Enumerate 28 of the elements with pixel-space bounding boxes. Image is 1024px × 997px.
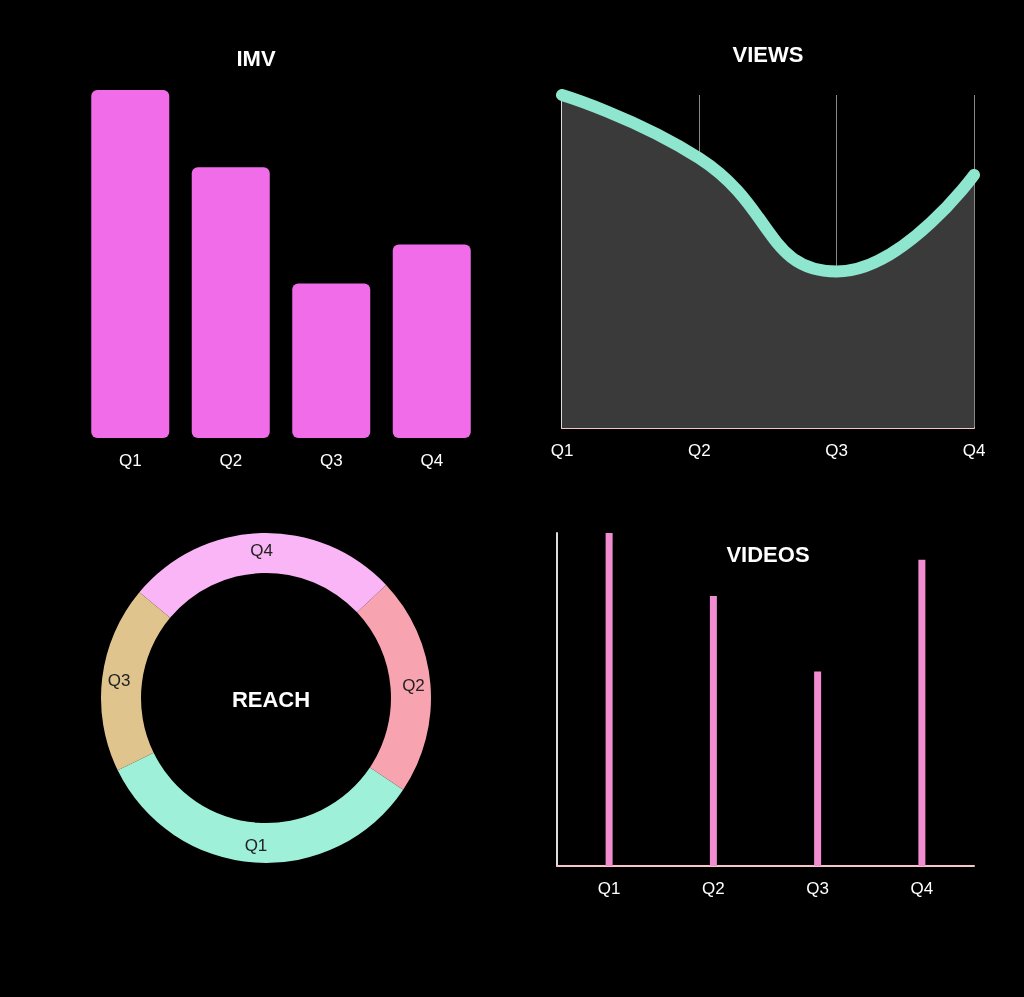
chart-title: VIDEOS bbox=[726, 541, 810, 567]
bar bbox=[918, 559, 926, 866]
slice-label: Q3 bbox=[107, 670, 131, 690]
bar bbox=[292, 283, 371, 438]
bar bbox=[709, 595, 717, 866]
bar bbox=[191, 167, 270, 438]
x-tick-label: Q2 bbox=[702, 879, 725, 898]
slice-label: Q2 bbox=[402, 676, 425, 696]
x-tick-label: Q2 bbox=[687, 441, 711, 460]
text: REACH bbox=[231, 686, 311, 712]
bar bbox=[605, 533, 613, 866]
x-tick-label: Q4 bbox=[962, 441, 986, 460]
x-tick-label: Q1 bbox=[597, 879, 621, 898]
x-tick-label: Q1 bbox=[550, 441, 574, 460]
bar bbox=[814, 671, 822, 866]
slice-label: Q1 bbox=[244, 836, 268, 856]
chart-title: VIEWS bbox=[732, 41, 804, 67]
chart-title: IMV bbox=[236, 45, 276, 71]
x-tick-label: Q1 bbox=[118, 451, 142, 470]
x-tick-label: Q2 bbox=[219, 451, 243, 470]
bar bbox=[392, 244, 471, 438]
x-tick-label: Q4 bbox=[910, 879, 934, 898]
x-tick-label: Q3 bbox=[806, 879, 829, 898]
slice-label: Q4 bbox=[250, 540, 273, 560]
x-tick-label: Q4 bbox=[420, 451, 444, 470]
bar bbox=[91, 90, 170, 438]
x-tick-label: Q3 bbox=[319, 451, 343, 470]
x-tick-label: Q3 bbox=[825, 441, 849, 460]
